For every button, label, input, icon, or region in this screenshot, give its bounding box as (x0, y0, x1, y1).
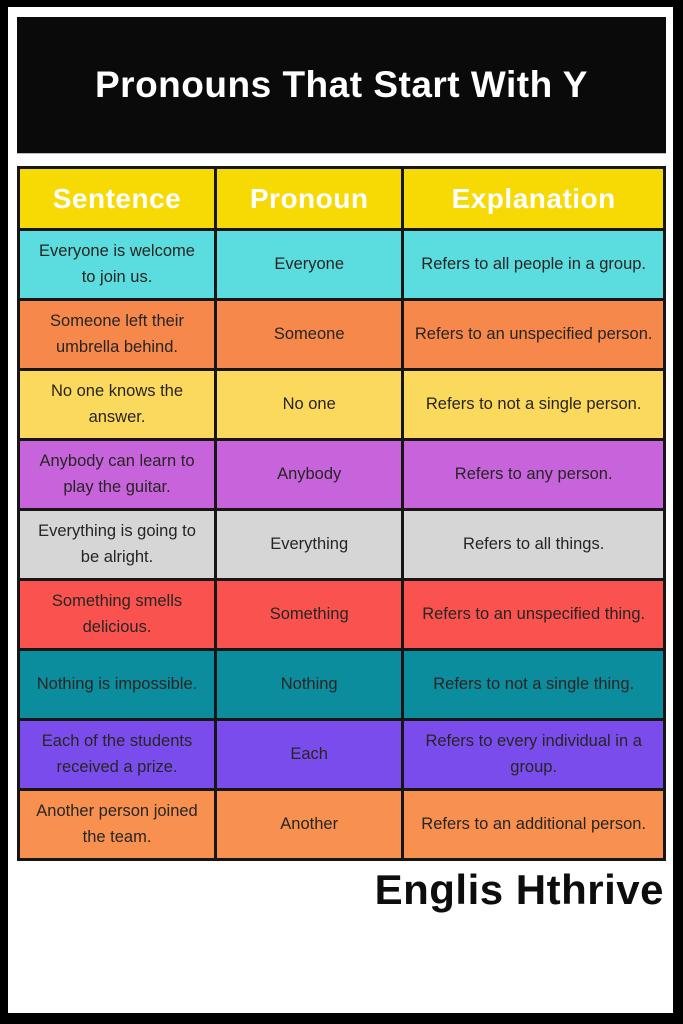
sentence-cell: Each of the students received a prize. (16, 718, 218, 791)
explanation-cell: Refers to any person. (401, 438, 666, 511)
explanation-cell: Refers to an additional person. (401, 788, 666, 861)
pronoun-table: Sentence Pronoun Explanation Everyone is… (16, 166, 666, 861)
table-row: No one knows the answer. No one Refers t… (16, 368, 666, 441)
pronoun-cell: Someone (214, 298, 405, 371)
column-header-explanation: Explanation (401, 166, 666, 231)
sentence-cell: Anybody can learn to play the guitar. (16, 438, 218, 511)
pronoun-cell: Nothing (214, 648, 405, 721)
table-row: Each of the students received a prize. E… (16, 718, 666, 791)
table-row: Something smells delicious. Something Re… (16, 578, 666, 651)
column-header-pronoun: Pronoun (214, 166, 405, 231)
table-row: Another person joined the team. Another … (16, 788, 666, 861)
sentence-cell: Another person joined the team. (16, 788, 218, 861)
explanation-cell: Refers to an unspecified person. (401, 298, 666, 371)
column-header-sentence: Sentence (16, 166, 218, 231)
table-header-row: Sentence Pronoun Explanation (16, 166, 666, 231)
sentence-cell: Everyone is welcome to join us. (16, 228, 218, 301)
brand-text: Englis Hthrive (374, 866, 664, 913)
table-row: Everything is going to be alright. Every… (16, 508, 666, 581)
table-row: Nothing is impossible. Nothing Refers to… (16, 648, 666, 721)
pronoun-cell: No one (214, 368, 405, 441)
table-row: Everyone is welcome to join us. Everyone… (16, 228, 666, 301)
pronoun-cell: Another (214, 788, 405, 861)
pronoun-cell: Something (214, 578, 405, 651)
explanation-cell: Refers to all things. (401, 508, 666, 581)
footer: Englis Hthrive (17, 861, 666, 919)
pronoun-cell: Each (214, 718, 405, 791)
pronoun-cell: Anybody (214, 438, 405, 511)
table-row: Anybody can learn to play the guitar. An… (16, 438, 666, 511)
pronoun-cell: Everyone (214, 228, 405, 301)
sentence-cell: Nothing is impossible. (16, 648, 218, 721)
explanation-cell: Refers to not a single person. (401, 368, 666, 441)
sentence-cell: Someone left their umbrella behind. (16, 298, 218, 371)
pronoun-cell: Everything (214, 508, 405, 581)
explanation-cell: Refers to every individual in a group. (401, 718, 666, 791)
sentence-cell: No one knows the answer. (16, 368, 218, 441)
explanation-cell: Refers to an unspecified thing. (401, 578, 666, 651)
sentence-cell: Something smells delicious. (16, 578, 218, 651)
sentence-cell: Everything is going to be alright. (16, 508, 218, 581)
page-title: Pronouns That Start With Y (95, 64, 588, 105)
table-row: Someone left their umbrella behind. Some… (16, 298, 666, 371)
title-band: Pronouns That Start With Y (17, 17, 666, 153)
explanation-cell: Refers to all people in a group. (401, 228, 666, 301)
poster-page: Pronouns That Start With Y Sentence Pron… (8, 7, 673, 1013)
explanation-cell: Refers to not a single thing. (401, 648, 666, 721)
